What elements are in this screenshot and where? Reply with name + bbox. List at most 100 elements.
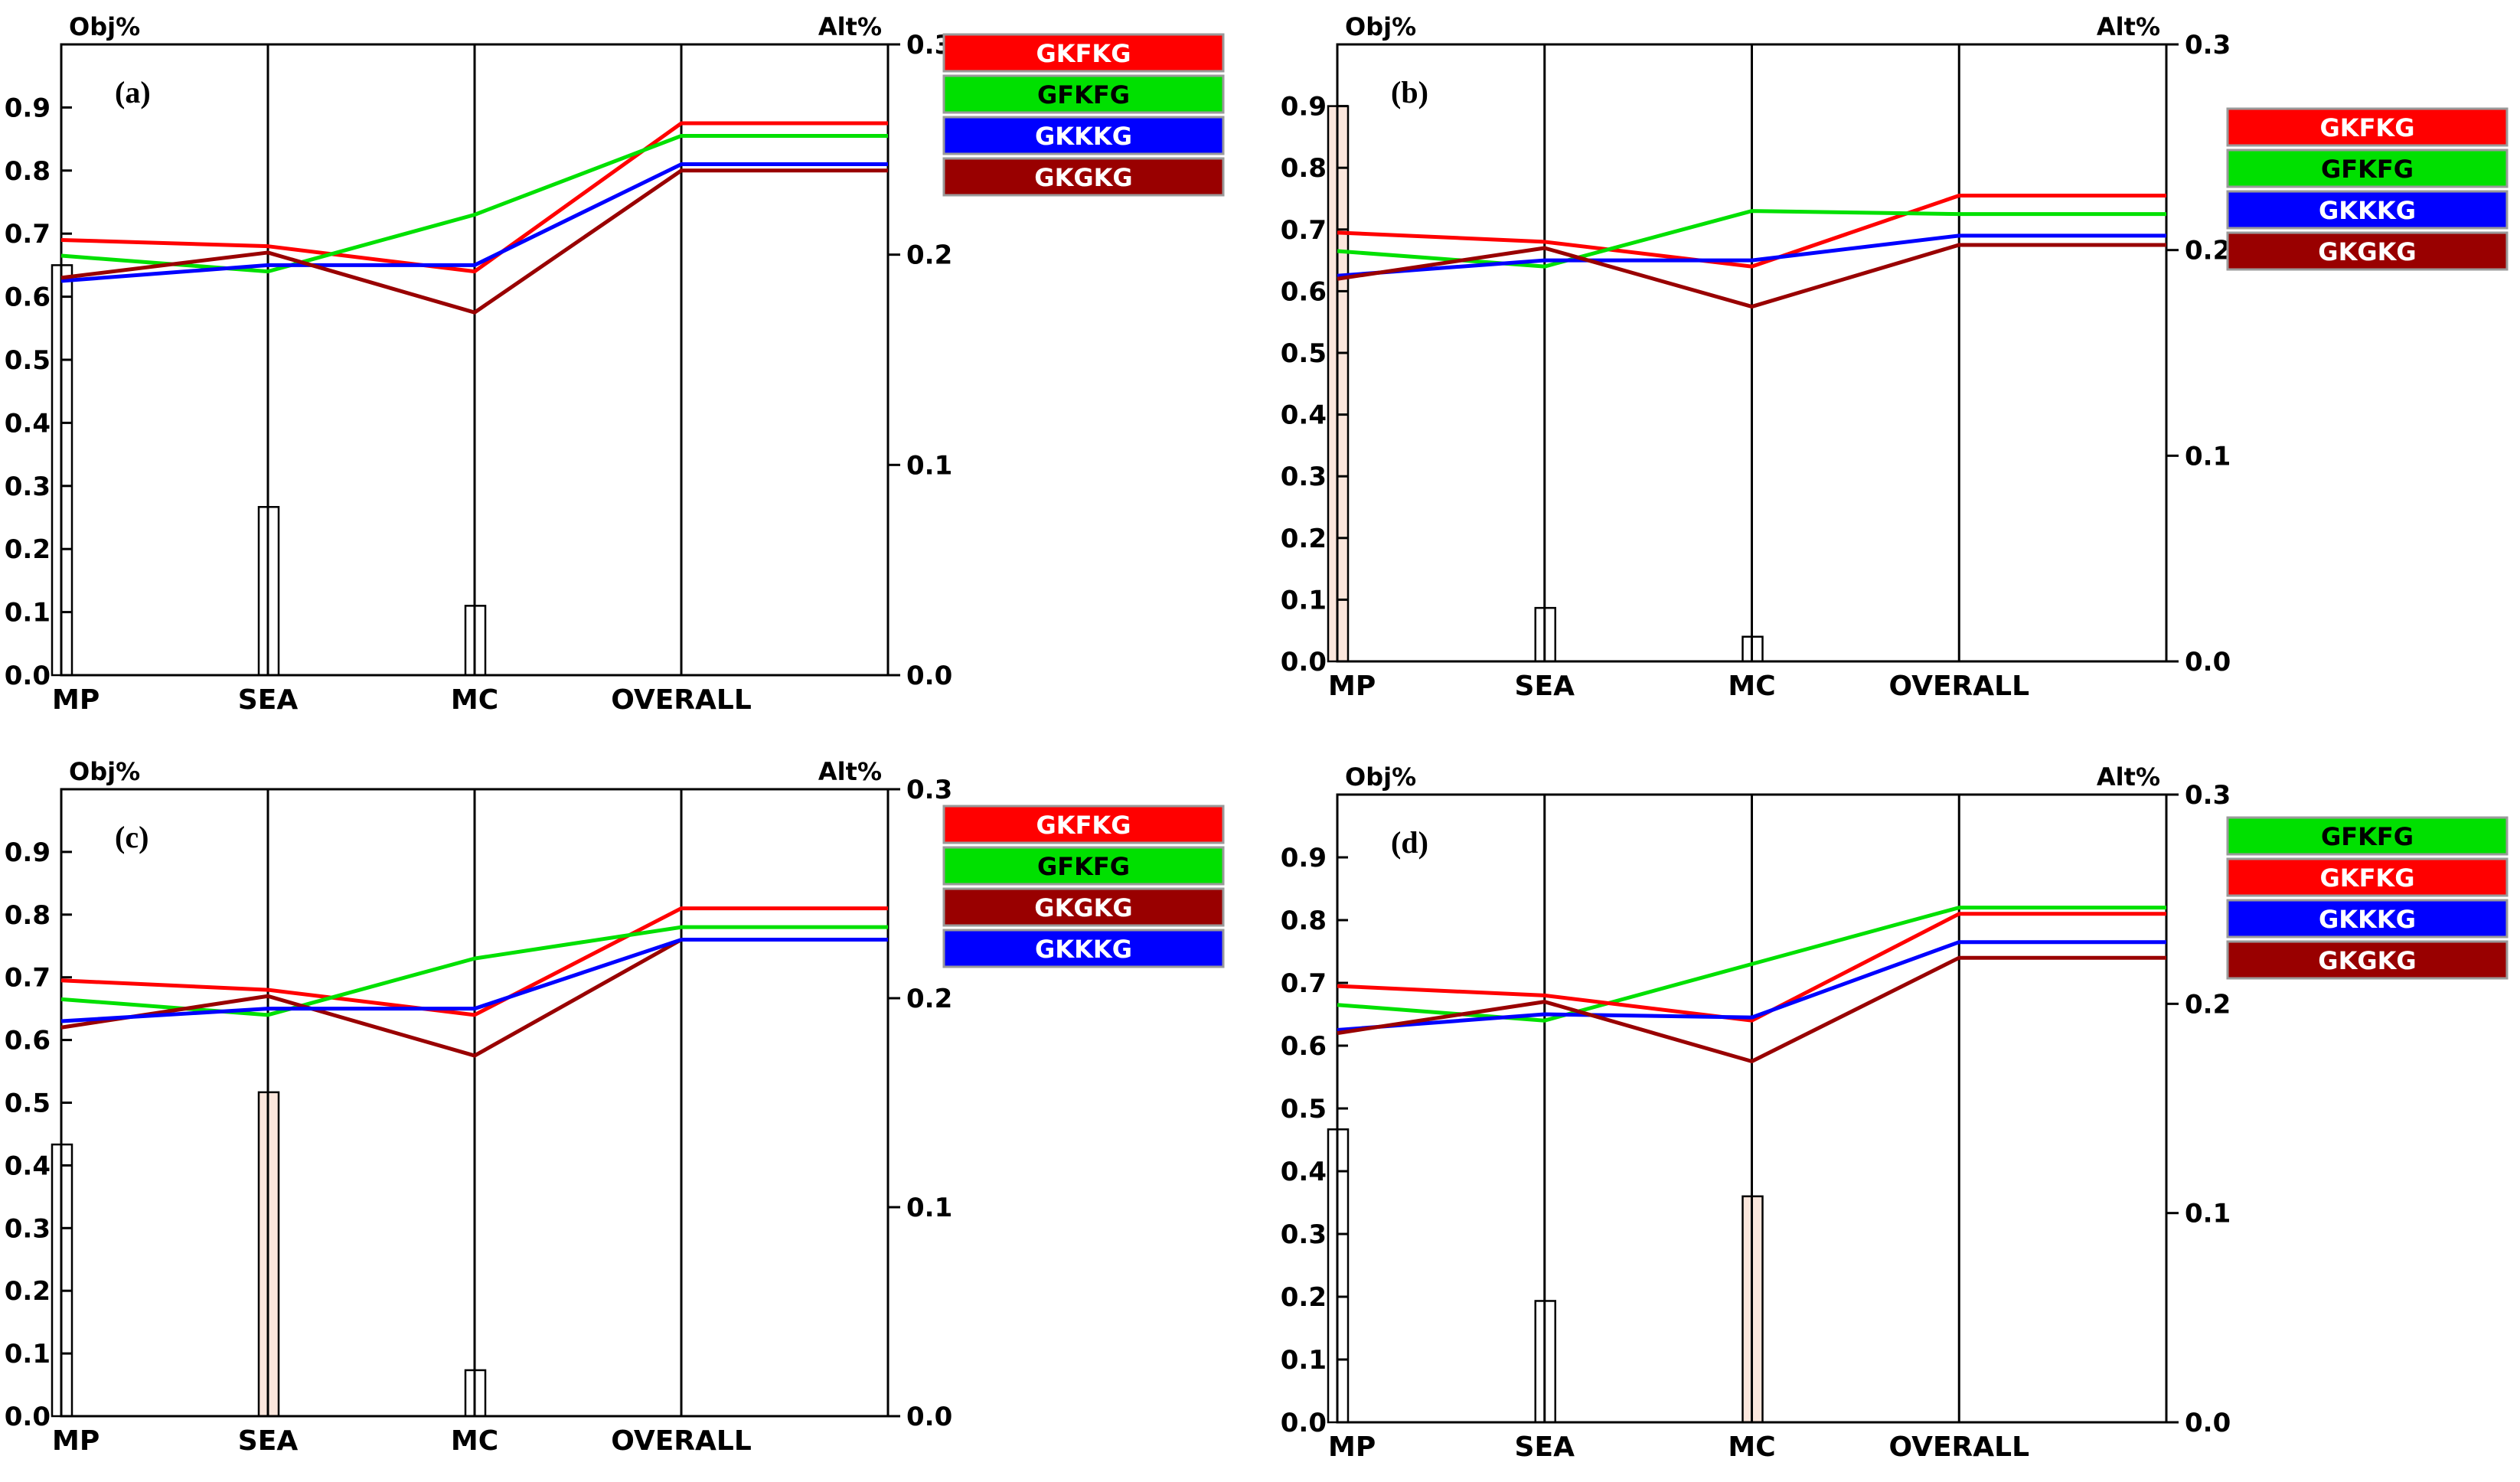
left-tick-label: 0.1 <box>1281 585 1327 615</box>
series-line-gkkkg <box>1337 233 2166 278</box>
legend-item-gkkkg: GKKKG <box>2226 190 2509 230</box>
left-tick-label: 0.0 <box>1281 1408 1327 1438</box>
legend-label: GFKFG <box>1037 80 1130 109</box>
left-tick-label: 0.6 <box>1281 1031 1327 1062</box>
right-tick-label: 0.1 <box>2185 441 2231 472</box>
series-line-gkfkg <box>1337 193 2166 269</box>
legend-label: GKGKG <box>2318 237 2416 266</box>
right-tick-label: 0.2 <box>2185 236 2231 266</box>
right-tick-label: 0.1 <box>2185 1199 2231 1229</box>
legend-swatch <box>942 157 1225 197</box>
category-label-mp: MP <box>52 1425 100 1457</box>
series-line-gkkkg <box>60 162 888 283</box>
left-tick-label: 0.2 <box>1281 524 1327 554</box>
right-axis-title: Alt% <box>818 12 882 41</box>
right-tick-label: 0.0 <box>2185 1408 2231 1438</box>
legend-item-gkkkg: GKKKG <box>2226 899 2509 938</box>
left-axis-title: Obj% <box>69 757 140 786</box>
chart-panel-3: 0.0 0.1 0.2 0.3 0.4 0.5 0.6 0.7 0.8 0.9 0.0 0.1 0.2 0… <box>5 757 1225 1457</box>
legend-swatch <box>2226 816 2509 856</box>
panel-label: (b) <box>1391 75 1428 109</box>
legend-swatch <box>942 805 1225 844</box>
legend-item-gkgkg: GKGKG <box>942 157 1225 197</box>
series-line-gfkfg <box>60 925 888 1017</box>
series-line-gkgkg <box>1337 243 2166 309</box>
right-tick-label: 0.2 <box>2185 989 2231 1020</box>
chart-panel-4: 0.0 0.1 0.2 0.3 0.4 0.5 0.6 0.7 0.8 0.9 0.0 0.1 0.2 0… <box>1281 762 2509 1463</box>
legend-swatch <box>942 33 1225 73</box>
right-tick-label: 0.3 <box>2185 780 2231 811</box>
legend-item-gkfkg: GKFKG <box>942 33 1225 73</box>
series-line-gkgkg <box>1337 955 2166 1063</box>
series-line-gkfkg <box>60 906 888 1017</box>
legend-item-gfkfg: GFKFG <box>942 74 1225 114</box>
legend-swatch <box>2226 107 2509 147</box>
panel-label: (c) <box>115 820 149 854</box>
left-tick-label: 0.8 <box>1281 153 1327 184</box>
legend-label: GKKKG <box>1035 122 1132 151</box>
left-tick-label: 0.1 <box>5 598 51 628</box>
panel-label: (d) <box>1391 825 1428 860</box>
legend-label: GKFKG <box>1036 39 1131 68</box>
left-tick-label: 0.9 <box>5 93 51 123</box>
category-label-overall: OVERALL <box>1888 1431 2029 1463</box>
legend-swatch <box>2226 940 2509 980</box>
category-label-overall: OVERALL <box>611 1425 752 1457</box>
left-tick-label: 0.5 <box>1281 1094 1327 1125</box>
legend-swatch <box>2226 231 2509 271</box>
right-tick-label: 0.3 <box>906 775 952 805</box>
category-label-sea: SEA <box>238 684 299 716</box>
legend-swatch <box>2226 857 2509 897</box>
left-tick-label: 0.4 <box>1281 400 1327 431</box>
legend-label: GKFKG <box>2320 113 2415 142</box>
left-tick-label: 0.6 <box>5 282 51 313</box>
series-line-gkfkg <box>60 121 888 274</box>
legend-item-gkgkg: GKGKG <box>2226 940 2509 980</box>
left-axis-title: Obj% <box>1345 12 1416 41</box>
legend-item-gkfkg: GKFKG <box>942 805 1225 844</box>
right-tick-label: 0.3 <box>2185 30 2231 60</box>
right-axis-title: Alt% <box>2097 12 2160 41</box>
left-tick-label: 0.7 <box>5 963 51 994</box>
legend-label: GKKKG <box>2319 196 2416 225</box>
left-tick-label: 0.0 <box>5 661 51 691</box>
right-tick-label: 0.0 <box>906 661 952 691</box>
series-line-gfkfg <box>1337 209 2166 269</box>
legend-swatch <box>942 929 1225 968</box>
category-label-sea: SEA <box>1515 1431 1575 1463</box>
panel-label: (a) <box>115 75 151 109</box>
legend-swatch <box>942 74 1225 114</box>
left-tick-label: 0.1 <box>5 1339 51 1369</box>
legend-item-gkkkg: GKKKG <box>942 929 1225 968</box>
legend-swatch <box>2226 899 2509 938</box>
right-tick-label: 0.0 <box>2185 647 2231 677</box>
legend-label: GKKKG <box>1035 935 1132 964</box>
left-tick-label: 0.3 <box>5 472 51 502</box>
category-label-overall: OVERALL <box>1888 671 2029 702</box>
legend-item-gkgkg: GKGKG <box>942 887 1225 927</box>
series-line-gkkkg <box>1337 940 2166 1032</box>
category-label-mp: MP <box>52 684 100 716</box>
chart-panel-2: 0.0 0.1 0.2 0.3 0.4 0.5 0.6 0.7 0.8 0.9 0.0 0.1 0.2 0… <box>1281 12 2509 702</box>
left-tick-label: 0.2 <box>5 534 51 565</box>
legend-swatch <box>942 887 1225 927</box>
category-label-overall: OVERALL <box>611 684 752 716</box>
left-tick-label: 0.8 <box>5 156 51 187</box>
category-label-mc: MC <box>451 684 498 716</box>
legend-swatch <box>942 116 1225 155</box>
legend-item-gkgkg: GKGKG <box>2226 231 2509 271</box>
left-tick-label: 0.8 <box>5 900 51 931</box>
category-label-sea: SEA <box>238 1425 299 1457</box>
left-tick-label: 0.0 <box>5 1402 51 1432</box>
series-line-gkkkg <box>60 938 888 1023</box>
legend-label: GFKFG <box>2321 822 2414 851</box>
chart-panel-1: 0.00.10.20.30.40.50.60.70.80.90.00.10.20… <box>5 12 1225 716</box>
category-label-mp: MP <box>1328 1431 1376 1463</box>
legend-item-gfkfg: GFKFG <box>2226 816 2509 856</box>
right-axis-title: Alt% <box>818 757 882 786</box>
left-axis-title: Obj% <box>69 12 140 41</box>
category-label-mp: MP <box>1328 671 1376 702</box>
left-tick-label: 0.7 <box>1281 968 1327 999</box>
category-label-mc: MC <box>1728 671 1775 702</box>
